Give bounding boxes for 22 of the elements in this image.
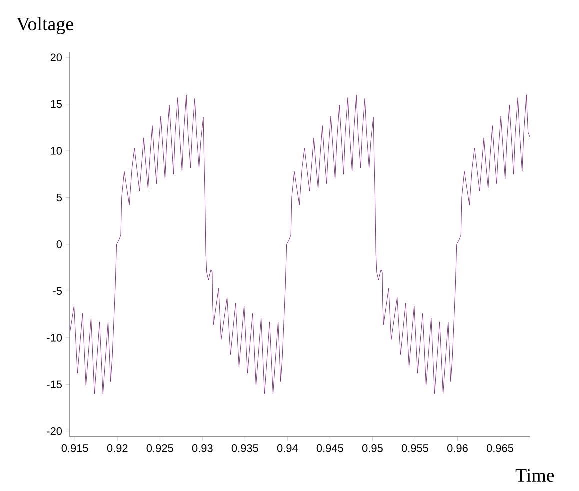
y-axis-title: Voltage [16,17,74,34]
x-tick-label: 0.96 [447,444,468,452]
y-tick-label: 0 [56,240,62,248]
y-tick-label: 20 [50,54,62,62]
x-tick-label: 0.945 [316,444,344,452]
x-tick-label: 0.94 [277,444,298,452]
y-tick-label: 15 [51,100,62,108]
x-tick-label: 0.935 [232,444,258,452]
x-tick-label: 0.965 [486,444,514,452]
y-tick-label: 5 [56,194,62,202]
y-tick-label: -15 [47,380,62,388]
y-tick-label: -5 [53,287,62,296]
y-tick-label: 10 [51,147,62,155]
x-tick-label: 0.93 [192,444,213,452]
x-tick-label: 0.925 [146,444,174,452]
x-tick-label: 0.95 [362,444,383,452]
y-tick-label: -20 [47,428,62,436]
y-tick-label: -10 [47,334,62,342]
x-tick-label: 0.92 [107,444,128,452]
x-axis-title: Time [516,469,554,482]
x-tick-label: 0.915 [62,444,88,452]
x-tick-label: 0.955 [402,444,428,452]
